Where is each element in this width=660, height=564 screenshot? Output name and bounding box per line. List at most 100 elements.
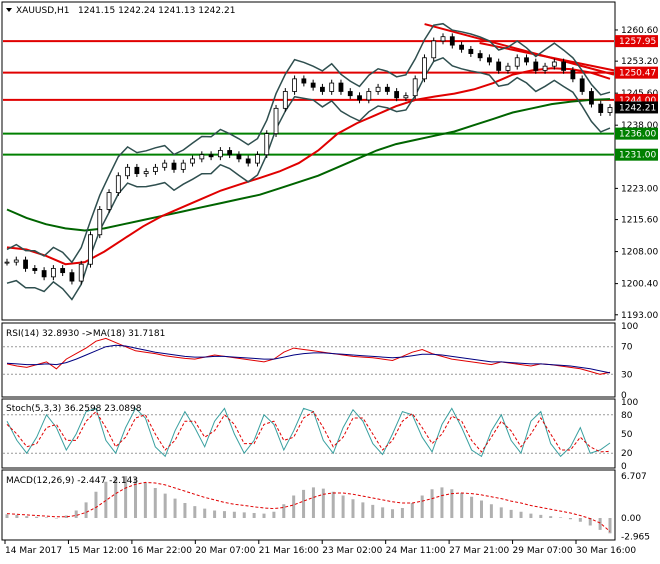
price-tag-label: 1244.00 (619, 96, 656, 106)
band-lower (6, 56, 611, 301)
macd-bar (222, 511, 226, 518)
candle-body (422, 57, 427, 80)
time-tick-label: 27 Mar 21:00 (449, 546, 509, 556)
candle-body (264, 133, 270, 156)
candle-body (431, 40, 437, 59)
macd-tick-label: 6.707 (621, 472, 647, 482)
macd-bar (381, 507, 385, 518)
macd-bar (242, 512, 246, 518)
macd-bar (213, 510, 217, 518)
macd-bar (45, 517, 49, 518)
macd-bar (351, 499, 355, 518)
macd-bar (519, 511, 523, 518)
candle-body (505, 65, 511, 71)
time-tick-label: 29 Mar 07:00 (513, 546, 573, 556)
candle-body (236, 154, 242, 160)
price-tick-label: 1260.60 (621, 26, 658, 36)
candle-body (60, 268, 66, 274)
price-tick-label: 1193.00 (621, 311, 658, 321)
macd-bar (568, 518, 572, 520)
candle-body (468, 48, 474, 54)
candle-body (394, 91, 400, 99)
macd-panel-frame (1, 469, 616, 541)
macd-bar (549, 516, 553, 518)
candle-body (486, 57, 492, 63)
sma-50-line (6, 67, 611, 266)
macd-bar (578, 518, 582, 522)
macd-bar (440, 487, 444, 518)
macd-bar (25, 516, 29, 518)
stoch-axis: 100 80 50 20 0 (621, 398, 638, 472)
stoch-series-0 (6, 407, 611, 458)
price-tick-label: 1200.40 (621, 280, 658, 290)
macd-bar (598, 518, 602, 530)
candle-body (357, 95, 362, 101)
candle-body (69, 272, 75, 282)
rsi-header: RSI(14) 32.8930 ->MA(18) 31.7181 (6, 329, 165, 339)
macd-bar (331, 491, 335, 518)
candle-body (551, 61, 557, 67)
price-tick-label: 1223.00 (621, 184, 658, 194)
macd-bar (134, 478, 138, 518)
candle-body (459, 44, 464, 50)
macd-bar (262, 513, 266, 518)
stoch-tick-label: 100 (621, 398, 638, 408)
price-tag-label: 1250.47 (619, 69, 656, 79)
candle-body (190, 158, 195, 164)
price-tag-label: 1236.00 (619, 130, 656, 140)
stoch-tick-label: 80 (621, 411, 633, 421)
macd-bar (341, 495, 345, 518)
price-tag-bg (615, 127, 658, 140)
candle-body (449, 36, 455, 46)
trendline-1 (479, 42, 615, 72)
candle-body (162, 162, 168, 168)
macd-bar (143, 483, 147, 518)
macd-bar (608, 518, 612, 534)
macd-bar (371, 504, 375, 518)
dropdown-triangle-icon[interactable] (6, 8, 12, 12)
macd-bar (539, 514, 543, 518)
candle-body (496, 61, 502, 71)
price-hlines (3, 40, 614, 156)
candle-body (245, 158, 251, 164)
time-tick-label: 30 Mar 16:00 (576, 546, 636, 556)
candle-body (32, 268, 38, 271)
candle-body (579, 78, 585, 92)
candle-body (570, 70, 576, 80)
band-upper (6, 22, 611, 264)
macd-bar (74, 510, 78, 518)
stoch-panel-frame (1, 398, 616, 469)
macd-bar (391, 509, 395, 518)
candle-body (301, 78, 307, 84)
candle-body (440, 36, 446, 42)
price-tag-bg (615, 101, 658, 114)
candle-body (542, 65, 548, 71)
rsi-lines (6, 337, 611, 375)
time-tick-label: 14 Mar 2017 (5, 546, 62, 556)
macd-bar (193, 506, 197, 518)
stoch-tick-label: 0 (621, 462, 627, 472)
rsi-tick-label: 70 (621, 343, 633, 353)
macd-bar (163, 493, 167, 518)
price-tag-label: 1242.21 (619, 103, 656, 113)
macd-header: MACD(12,26,9) -2.447 -2.143 (6, 476, 138, 486)
candle-body (208, 154, 214, 158)
price-tick-label: 1208.00 (621, 248, 658, 258)
candle-body (134, 166, 140, 175)
macd-bar (94, 491, 98, 518)
rsi-tick-label: 100 (621, 322, 638, 332)
time-tick-label: 15 Mar 12:00 (68, 546, 128, 556)
candle-body (598, 103, 604, 113)
price-header-symbol: XAUUSD,H1 (16, 6, 70, 16)
price-tick-label: 1215.60 (621, 216, 658, 226)
candle-body (375, 86, 381, 92)
time-axis: 14 Mar 2017 15 Mar 12:00 16 Mar 22:00 20 Ma… (4, 540, 636, 556)
price-header-ohlc: 1241.15 1242.24 1241.13 1242.21 (78, 6, 235, 16)
macd-bar (430, 489, 434, 518)
candle-body (412, 78, 418, 97)
time-tick-label: 21 Mar 16:00 (259, 546, 319, 556)
time-tick-label: 20 Mar 07:00 (195, 546, 255, 556)
candle-body (282, 91, 288, 109)
candle-body (180, 162, 186, 170)
